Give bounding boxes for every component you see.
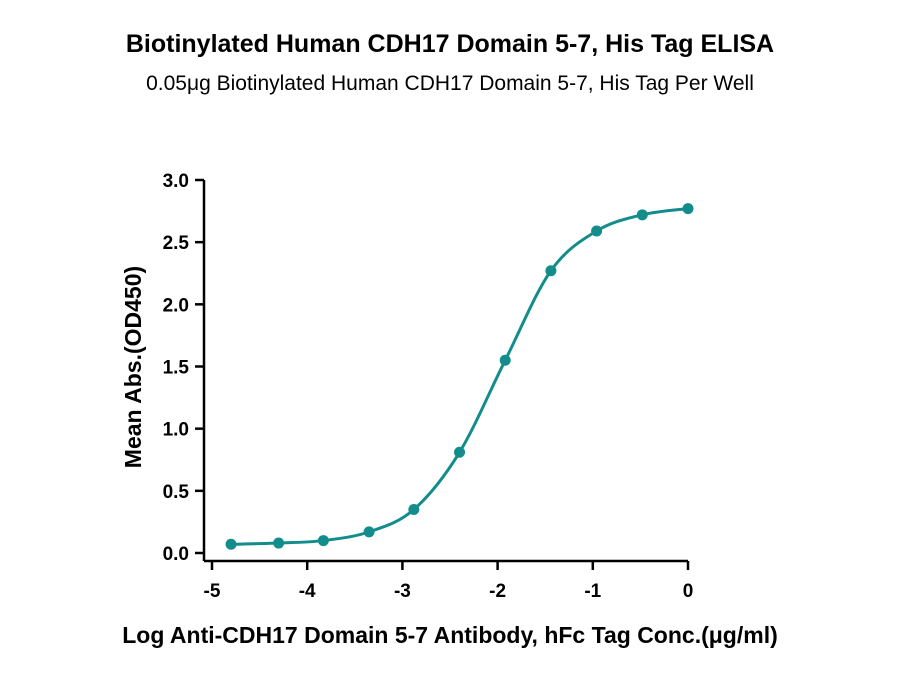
data-point (363, 526, 375, 538)
x-tick-label: -2 (489, 581, 506, 602)
y-tick-label: 2.0 (163, 295, 189, 316)
data-point (682, 203, 694, 215)
y-tick-label: 0.5 (163, 482, 190, 503)
y-tick-label: 0.0 (163, 544, 189, 565)
y-axis-label: Mean Abs.(OD450) (120, 266, 146, 468)
data-point (317, 535, 329, 547)
data-point (454, 446, 466, 458)
data-point (225, 538, 237, 550)
y-tick-label: 3.0 (163, 171, 189, 192)
data-point (499, 354, 511, 366)
y-tick-label: 1.0 (163, 420, 189, 441)
axes: 0.0 0.5 1.0 1.5 2.0 2.5 3.0 -5 -4 -3 -2 -1 0 (163, 171, 694, 602)
fit-curve-layer (231, 207, 689, 546)
chart-subtitle: 0.05μg Biotinylated Human CDH17 Domain 5… (146, 72, 754, 95)
x-axis-label: Log Anti-CDH17 Domain 5-7 Antibody, hFc … (122, 622, 778, 648)
data-point (408, 503, 420, 515)
y-tick-label: 2.5 (163, 233, 190, 254)
fit-curve (231, 207, 689, 546)
x-tick-label: -5 (204, 581, 221, 602)
x-tick-label: -3 (394, 581, 411, 602)
x-tick-label: -1 (584, 581, 601, 602)
data-points-layer (225, 203, 694, 550)
x-tick-label: 0 (683, 581, 694, 602)
data-point (591, 225, 603, 237)
data-point (636, 209, 648, 221)
chart-title: Biotinylated Human CDH17 Domain 5-7, His… (125, 30, 775, 58)
y-tick-label: 1.5 (163, 358, 190, 379)
data-point (545, 265, 557, 277)
data-point (273, 537, 285, 549)
x-tick-label: -4 (299, 581, 316, 602)
